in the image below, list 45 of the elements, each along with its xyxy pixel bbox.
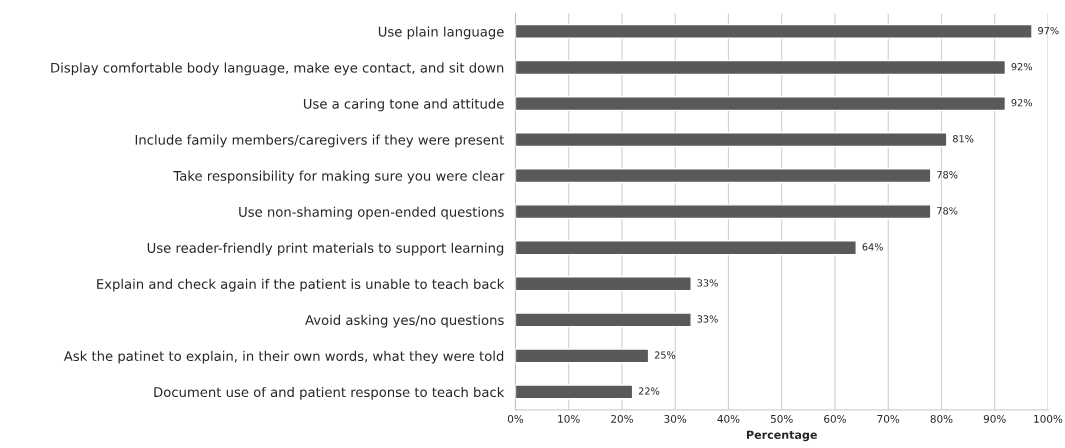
y-tick-label: Use reader-friendly print materials to support learning: [147, 242, 504, 256]
x-tick-label: 40%: [717, 414, 740, 423]
y-tick-label: Take responsibility for making sure you were clear: [173, 170, 505, 184]
bar: [515, 204, 932, 220]
x-axis-title: Percentage: [746, 430, 817, 442]
y-tick-label: Display comfortable body language, make eye contact, and sit down: [51, 62, 504, 76]
data-label: 33%: [697, 315, 718, 323]
bar: [515, 312, 692, 328]
x-tick-label: 80%: [930, 414, 953, 423]
x-tick-label: 90%: [983, 414, 1006, 423]
bar: [515, 132, 948, 148]
data-label: 92%: [1011, 62, 1032, 71]
bar: [515, 276, 692, 292]
y-tick-label: Avoid asking yes/no questions: [305, 314, 504, 328]
x-tick-label: 70%: [877, 414, 900, 423]
bar: [515, 59, 1007, 76]
y-tick-label: Include family members/caregivers if they were present: [135, 134, 505, 148]
data-label: 81%: [953, 135, 974, 143]
data-label: 22%: [638, 387, 660, 395]
x-tick-label: 60%: [824, 414, 846, 423]
data-label: 25%: [654, 351, 676, 359]
x-tick-label: 0%: [507, 414, 524, 423]
x-tick-label: 100%: [1034, 414, 1063, 423]
y-tick-label: Document use of and patient response to teach back: [154, 386, 505, 400]
data-label: 78%: [937, 207, 958, 215]
bar: [515, 23, 1033, 40]
data-label: 92%: [1011, 99, 1032, 107]
x-tick-label: 30%: [664, 414, 687, 423]
data-label: 78%: [937, 171, 958, 179]
y-tick-label: Use plain language: [378, 26, 504, 40]
y-tick-label: Use non-shaming open-ended questions: [239, 206, 504, 220]
y-tick-label: Ask the patinet to explain, in their own words, what they were told: [63, 350, 504, 364]
bar: [515, 348, 650, 364]
bar: [515, 96, 1007, 112]
y-tick-label: Explain and check again if the patient is unable to teach back: [97, 278, 505, 292]
y-tick-label: Use a caring tone and attitude: [303, 98, 504, 112]
x-tick-label: 50%: [770, 414, 793, 423]
data-label: 97%: [1038, 26, 1059, 35]
x-tick-label: 20%: [611, 414, 633, 423]
bar: [515, 240, 857, 256]
data-label: 33%: [697, 279, 718, 287]
data-label: 64%: [862, 243, 883, 251]
bar: [515, 384, 634, 400]
bar: [515, 168, 932, 184]
x-tick-label: 10%: [558, 414, 580, 423]
